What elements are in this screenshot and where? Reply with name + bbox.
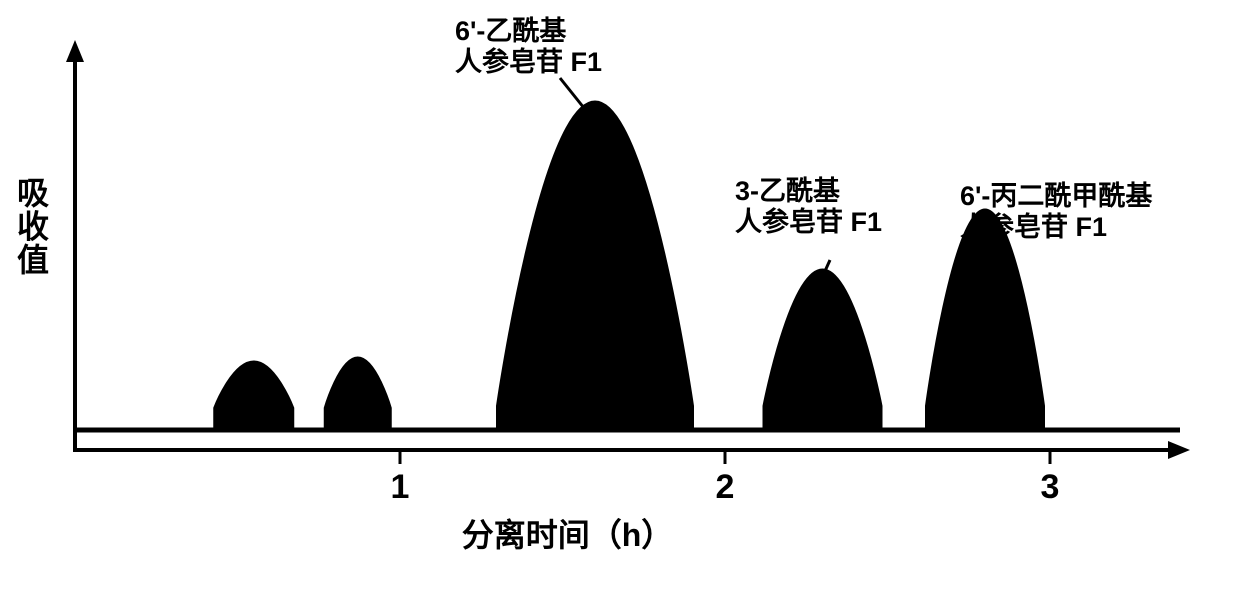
- y-axis-label: 吸收值: [17, 175, 49, 278]
- chromatogram-chart: 1 2 3 分离时间（h） 吸收值 6'-乙酰基人参皂苷 F1 3-乙酰基人参皂苷 F1 6'…: [0, 0, 1240, 606]
- peak-label-3: 6'-丙二酰甲酰基人参皂苷 F1: [960, 181, 1153, 242]
- peak-4: [764, 270, 881, 430]
- peak-1: [215, 362, 293, 430]
- peak-label-1: 6'-乙酰基人参皂苷 F1: [455, 16, 602, 77]
- peak-2: [325, 358, 390, 430]
- y-axis-arrow: [66, 40, 84, 62]
- peak-callout: [560, 78, 588, 113]
- peak-5: [927, 210, 1044, 430]
- x-axis-label: 分离时间（h）: [462, 517, 674, 553]
- x-axis-arrow: [1168, 441, 1190, 459]
- peak-3: [498, 102, 693, 430]
- x-tick-label: 1: [391, 468, 410, 506]
- x-tick-label: 3: [1041, 468, 1060, 506]
- x-tick-label: 2: [716, 468, 735, 506]
- peak-label-2: 3-乙酰基人参皂苷 F1: [735, 176, 882, 237]
